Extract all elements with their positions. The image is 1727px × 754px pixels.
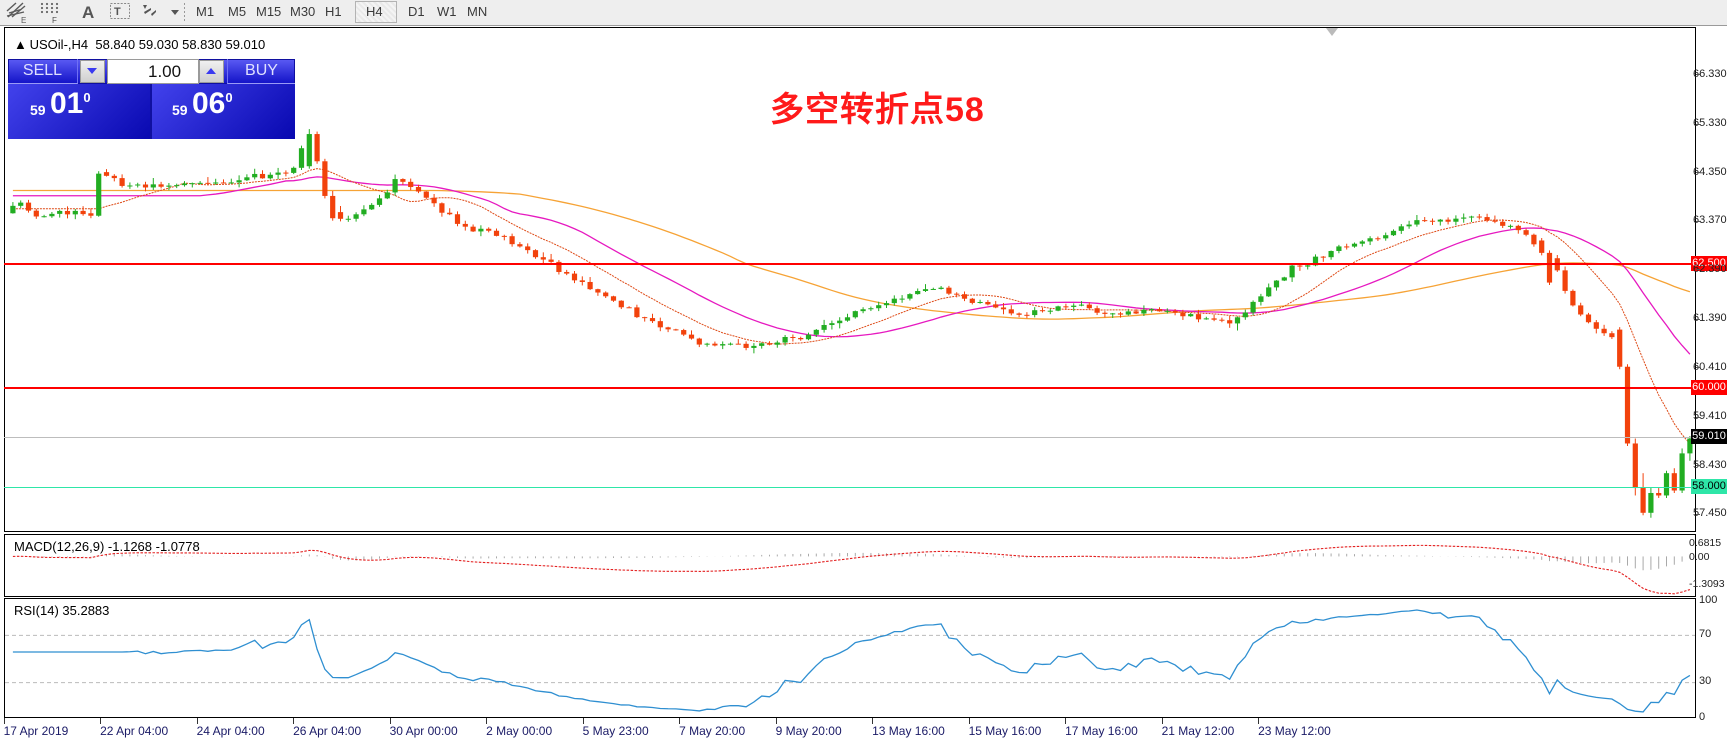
svg-text:F: F xyxy=(52,16,57,24)
svg-text:T: T xyxy=(114,6,121,18)
svg-text:E: E xyxy=(21,16,26,24)
